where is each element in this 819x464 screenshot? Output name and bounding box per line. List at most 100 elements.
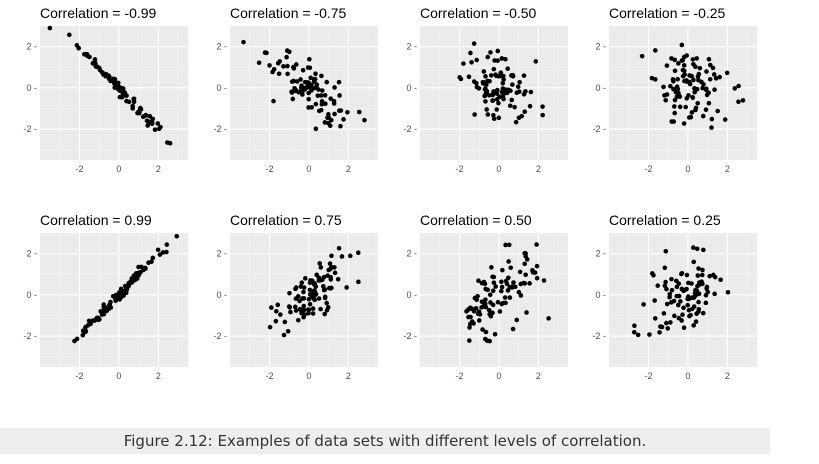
data-point	[483, 74, 488, 79]
data-point	[524, 310, 529, 315]
data-point	[471, 41, 477, 46]
data-point	[322, 295, 328, 301]
data-point	[487, 292, 493, 298]
data-point	[498, 73, 504, 79]
data-point	[514, 317, 520, 323]
x-tick-label: 0	[306, 371, 311, 381]
data-point	[264, 50, 269, 56]
data-point	[315, 93, 321, 98]
data-point	[480, 327, 485, 332]
data-point	[297, 298, 302, 304]
data-point	[697, 65, 703, 71]
data-point	[101, 302, 107, 307]
data-point	[703, 107, 709, 112]
data-point	[311, 288, 316, 294]
data-point	[655, 283, 661, 288]
data-point	[701, 82, 706, 87]
data-point	[298, 284, 304, 289]
data-point	[499, 56, 505, 61]
x-tick-label: -2	[455, 164, 463, 174]
data-point	[505, 66, 510, 72]
data-point	[285, 63, 290, 69]
data-point	[469, 60, 474, 65]
data-point	[483, 297, 488, 302]
data-point	[506, 242, 512, 248]
data-point	[475, 293, 480, 299]
data-point	[322, 311, 328, 317]
data-point	[487, 311, 492, 317]
data-point	[691, 259, 697, 265]
y-tick-label: 2 -	[595, 249, 606, 259]
data-point	[513, 119, 519, 125]
data-point	[325, 305, 331, 310]
data-point	[510, 82, 515, 87]
data-point	[275, 302, 281, 308]
y-tick-label: -2 -	[593, 331, 607, 341]
data-point	[664, 286, 669, 292]
data-point	[326, 120, 331, 126]
data-point	[515, 84, 521, 90]
data-point	[74, 336, 80, 342]
data-point	[487, 338, 492, 344]
data-point	[675, 302, 681, 308]
data-point	[693, 105, 699, 111]
data-point	[683, 104, 689, 110]
data-point	[301, 296, 307, 301]
data-point	[332, 270, 338, 276]
data-point	[681, 305, 686, 311]
data-point	[95, 315, 101, 321]
data-point	[319, 88, 325, 93]
data-point	[491, 116, 497, 122]
data-point	[112, 80, 117, 86]
data-point	[672, 97, 678, 103]
data-point	[480, 79, 486, 85]
data-point	[512, 104, 517, 110]
data-point	[495, 48, 501, 54]
data-point	[306, 105, 311, 110]
x-tick-label: 2	[536, 371, 541, 381]
data-point	[540, 112, 545, 118]
data-point	[471, 321, 476, 326]
data-point	[312, 297, 317, 303]
data-point	[696, 299, 701, 305]
data-point	[307, 292, 313, 297]
y-tick-label: 0 -	[26, 290, 37, 300]
data-point	[307, 56, 312, 62]
data-point	[681, 325, 687, 330]
data-point	[288, 309, 293, 315]
data-point	[137, 110, 142, 116]
data-point	[495, 87, 500, 93]
data-point	[695, 273, 701, 278]
data-point	[476, 278, 481, 283]
data-point	[672, 57, 678, 63]
y-tick-label: 2 -	[26, 249, 37, 259]
data-point	[300, 92, 305, 97]
data-point	[298, 307, 303, 313]
data-point	[725, 289, 731, 295]
y-tick-label: -2 -	[24, 124, 38, 134]
panel-background	[609, 26, 757, 160]
data-point	[678, 299, 683, 304]
data-point	[479, 305, 484, 310]
data-point	[476, 318, 482, 323]
data-point	[662, 265, 668, 271]
data-point	[487, 78, 492, 84]
data-point	[485, 287, 490, 293]
data-point	[276, 71, 282, 77]
data-point	[155, 247, 161, 253]
data-point	[672, 110, 677, 116]
data-point	[83, 328, 89, 334]
data-point	[318, 265, 324, 270]
x-tick-label: 2	[725, 164, 730, 174]
data-point	[709, 125, 714, 130]
data-point	[706, 100, 712, 106]
data-point	[652, 316, 658, 321]
data-point	[483, 329, 489, 335]
data-point	[326, 112, 331, 117]
data-point	[696, 71, 702, 77]
data-point	[496, 100, 501, 106]
data-point	[160, 250, 166, 255]
data-point	[686, 294, 691, 299]
data-point	[302, 276, 308, 281]
data-point	[521, 73, 527, 78]
